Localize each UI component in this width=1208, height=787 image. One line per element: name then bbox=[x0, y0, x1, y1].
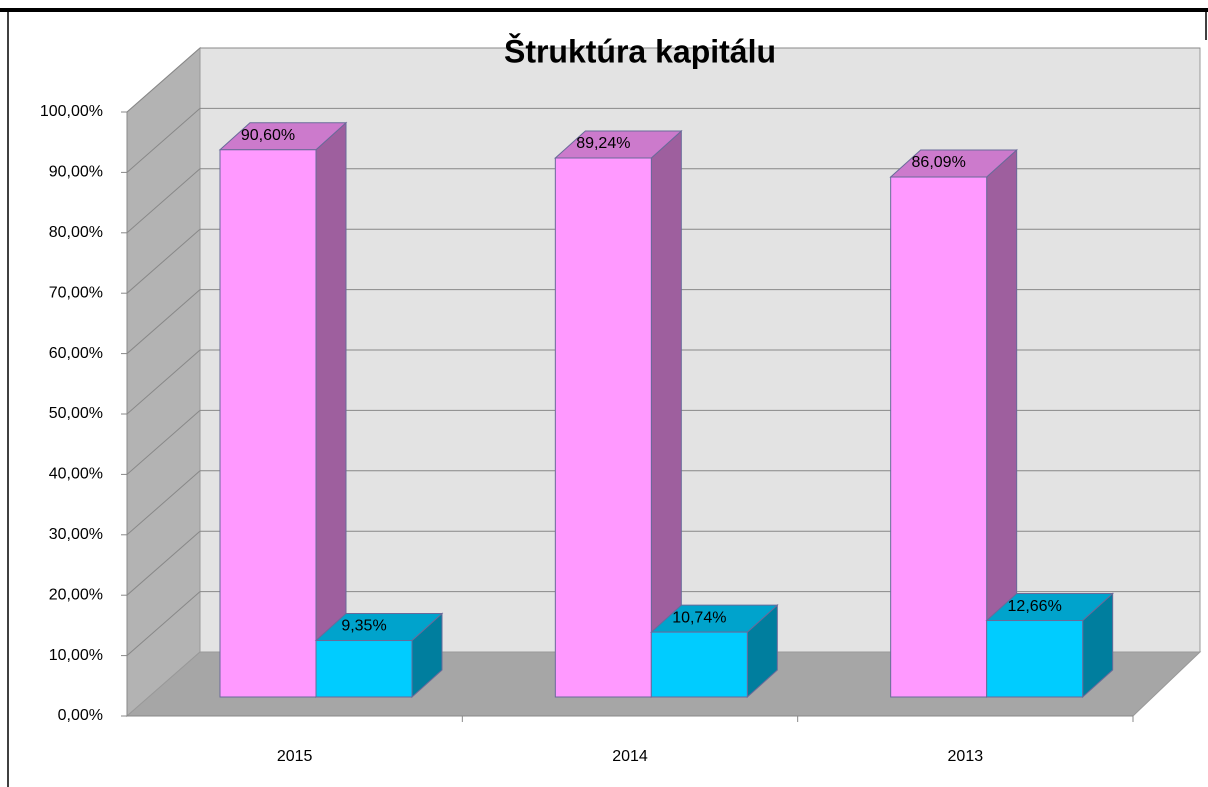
bar bbox=[315, 640, 413, 698]
bar bbox=[986, 620, 1084, 698]
x-tick-label: 2014 bbox=[612, 748, 648, 765]
grid-line bbox=[126, 168, 201, 234]
grid bbox=[126, 47, 1200, 656]
data-label: 90,60% bbox=[241, 127, 295, 144]
grid-line bbox=[126, 289, 201, 354]
bar-side bbox=[315, 121, 347, 699]
y-tick-label: 90,00% bbox=[49, 164, 103, 181]
y-tick-label: 70,00% bbox=[49, 284, 103, 301]
y-tick-label: 0,00% bbox=[58, 707, 103, 724]
data-label: 9,35% bbox=[341, 618, 386, 635]
y-tick-label: 30,00% bbox=[49, 526, 103, 543]
y-tick-label: 100,00% bbox=[40, 103, 103, 120]
data-label: 10,74% bbox=[672, 609, 726, 626]
grid-line bbox=[126, 349, 201, 415]
y-tick-label: 10,00% bbox=[49, 647, 103, 664]
data-label: 89,24% bbox=[576, 135, 630, 152]
x-tick-label: 2015 bbox=[277, 748, 313, 765]
bar bbox=[650, 631, 748, 698]
y-tick-label: 20,00% bbox=[49, 586, 103, 603]
grid-line bbox=[126, 470, 201, 536]
grid-line bbox=[126, 410, 201, 475]
data-label: 86,09% bbox=[912, 154, 966, 171]
bar bbox=[554, 157, 652, 698]
bars bbox=[218, 121, 1114, 699]
grid-line bbox=[126, 47, 201, 113]
bar bbox=[890, 176, 988, 698]
y-tick-label: 60,00% bbox=[49, 345, 103, 362]
grid-line bbox=[126, 228, 201, 294]
grid-line bbox=[126, 530, 201, 596]
grid-line bbox=[126, 108, 201, 173]
x-tick-label: 2013 bbox=[948, 748, 984, 765]
data-label: 12,66% bbox=[1008, 598, 1062, 615]
bar bbox=[219, 149, 317, 698]
grid-line bbox=[126, 591, 201, 656]
y-tick-label: 80,00% bbox=[49, 224, 103, 241]
chart-title: Štruktúra kapitálu bbox=[504, 33, 776, 69]
y-tick-label: 50,00% bbox=[49, 405, 103, 422]
y-tick-label: 40,00% bbox=[49, 466, 103, 483]
